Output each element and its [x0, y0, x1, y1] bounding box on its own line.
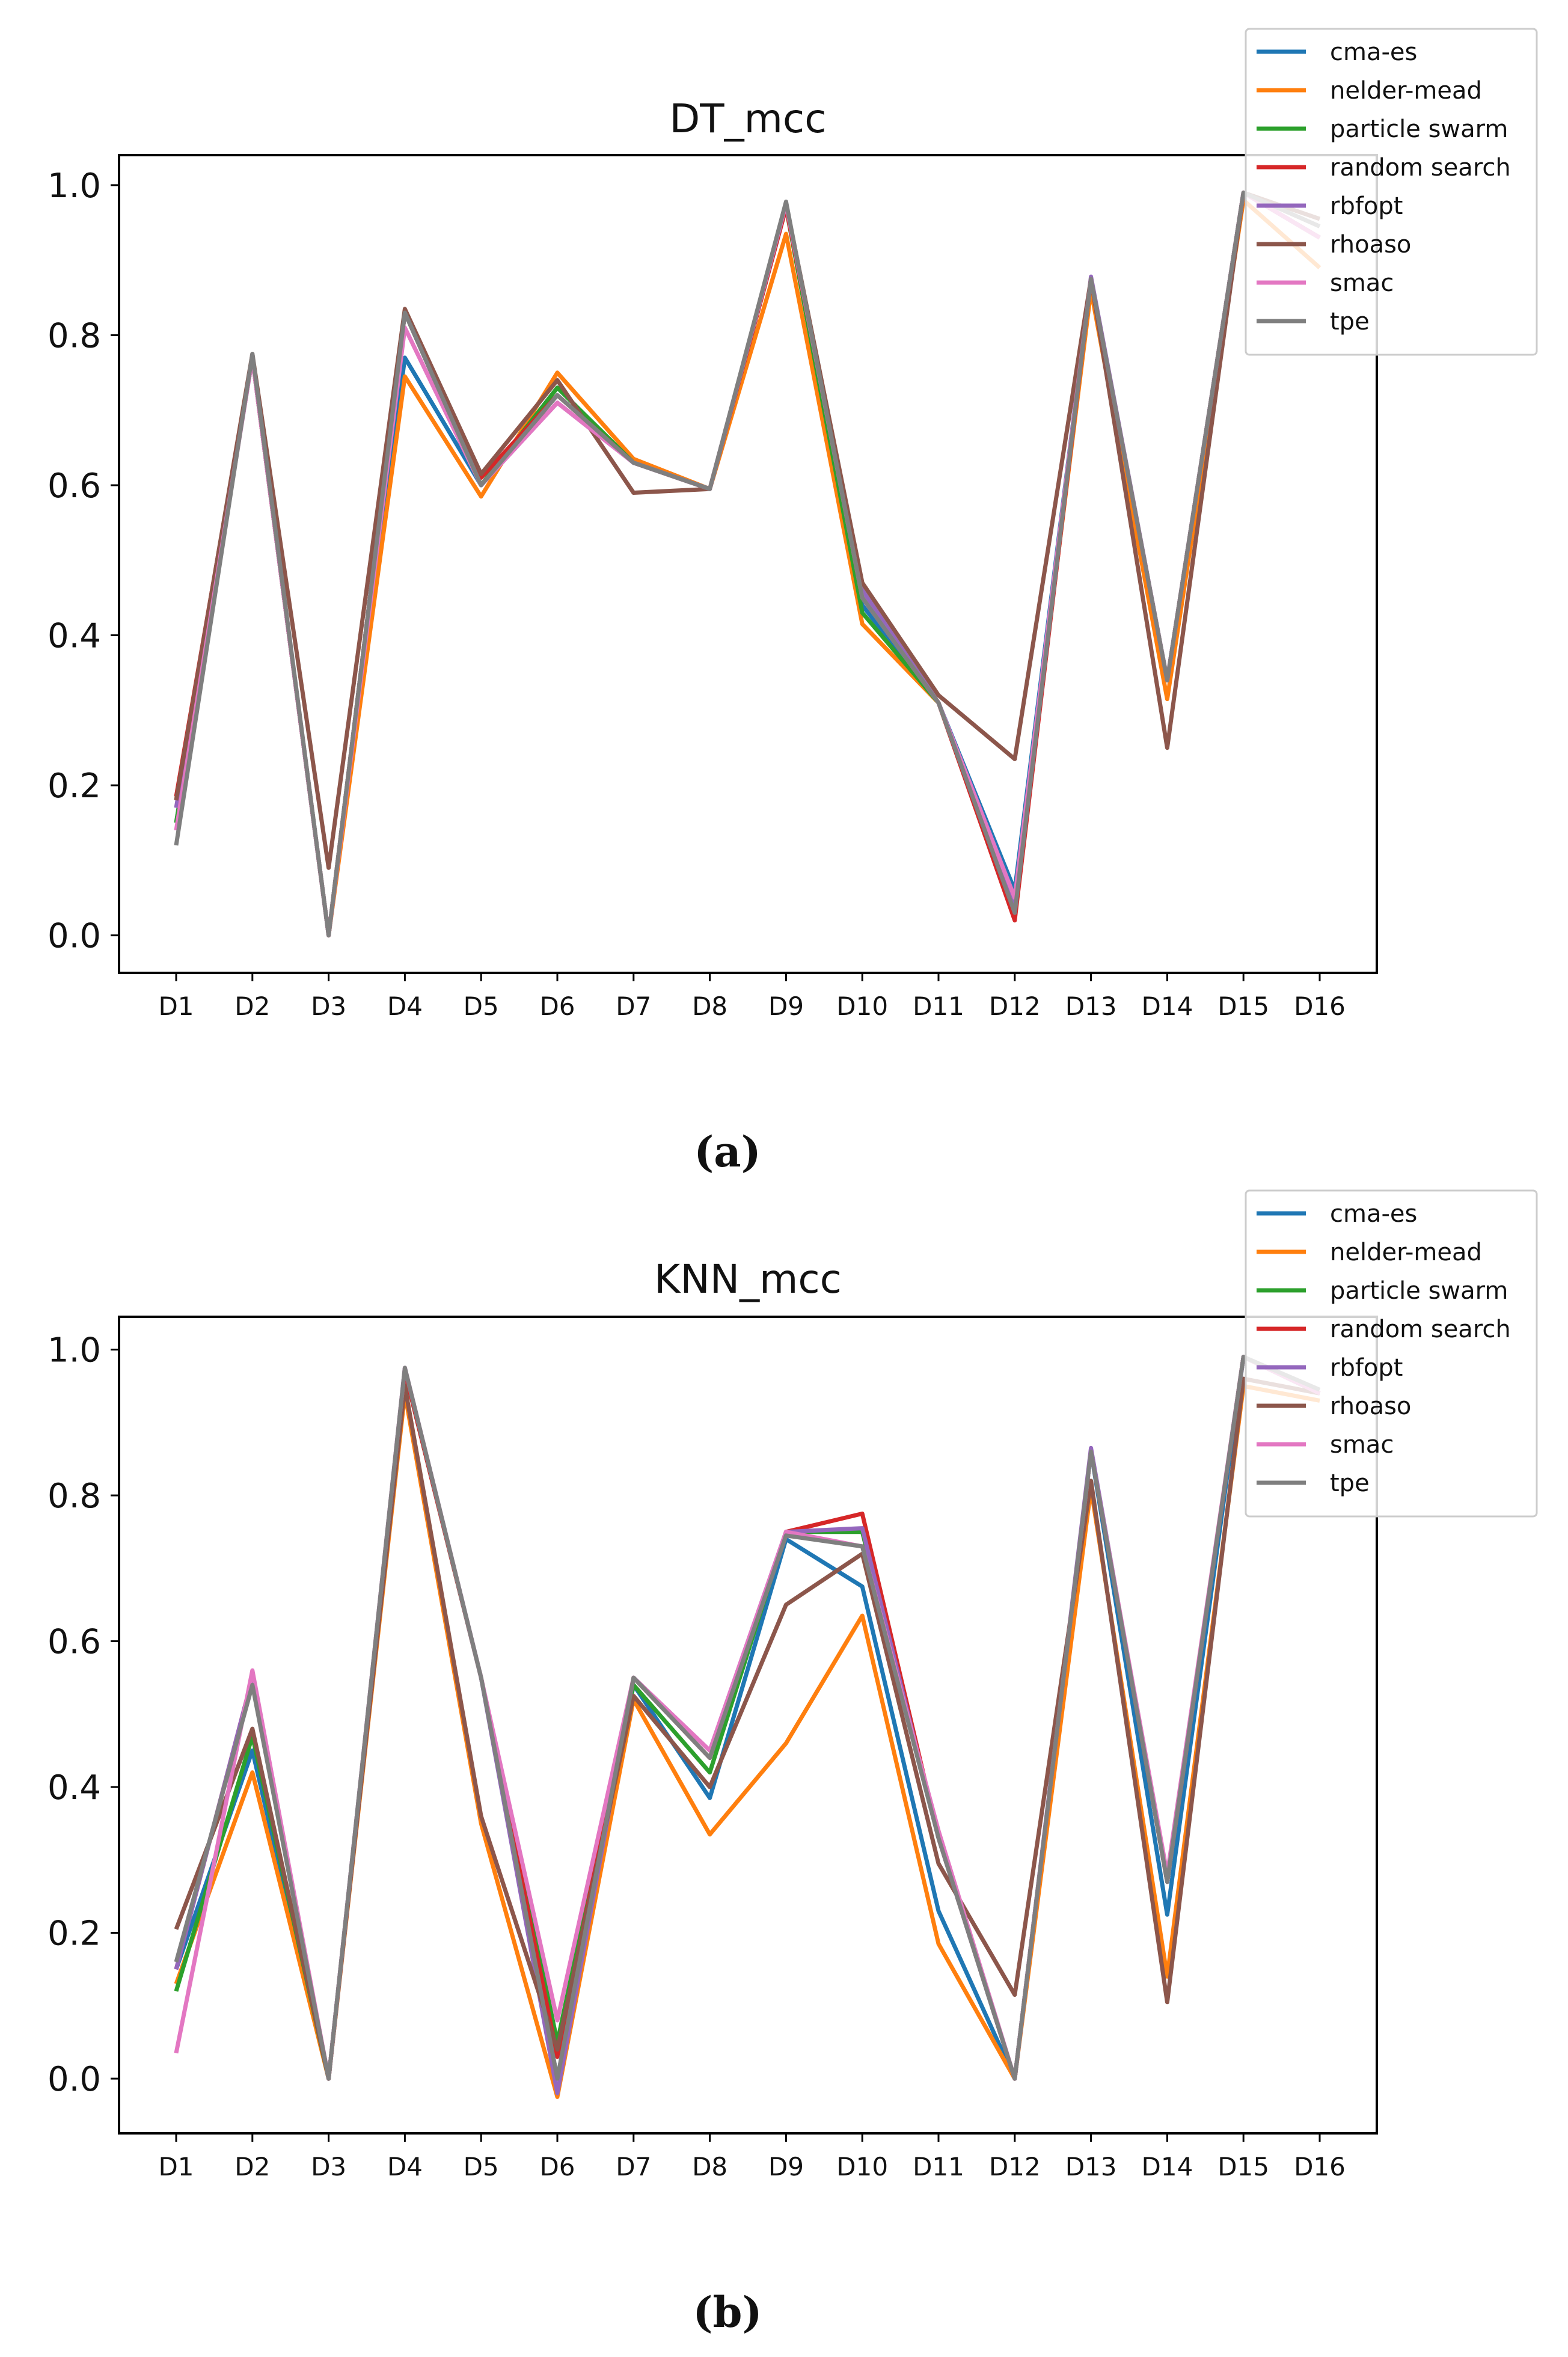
series-lines: [174, 1355, 1321, 2099]
y-tick-label: 0.4: [47, 1768, 101, 1807]
x-tick-label: D4: [387, 2152, 423, 2181]
x-tick-label: D11: [913, 2152, 964, 2181]
series-line-rbfopt: [174, 190, 1321, 938]
x-tick-label: D7: [616, 2152, 651, 2181]
x-tick-label: D6: [539, 2152, 575, 2181]
plot-frame: [118, 154, 1378, 974]
legend-box: [1245, 1189, 1538, 1518]
x-tick-label: D8: [692, 2152, 727, 2181]
series-line-tpe: [174, 1355, 1321, 2081]
legend: cma-es nelder-mead particle swarm random se…: [1245, 1189, 1538, 1518]
y-tick-label: 1.0: [47, 167, 101, 206]
x-tick-label: D5: [464, 2152, 499, 2181]
x-tick-label: D2: [234, 2152, 270, 2181]
series-line-tpe: [174, 190, 1321, 938]
series-line-rbfopt: [174, 1355, 1321, 2095]
x-tick-label: D10: [836, 992, 888, 1021]
series-line-particle-swarm: [174, 1355, 1321, 2081]
y-tick-label: 0.6: [47, 467, 101, 506]
x-tick-label: D14: [1142, 992, 1193, 1021]
legend-label: nelder-mead: [1330, 1239, 1482, 1266]
x-tick-label: D9: [768, 2152, 804, 2181]
legend-label: smac: [1330, 269, 1394, 297]
legend-label: particle swarm: [1330, 1277, 1508, 1305]
chart-panel-dt-mcc: DT_mcc 0.0 0.2 0.4 0.6 0.8 1.0 D1 D2 D3 D4 D5 D6 D7 D8…: [47, 28, 1538, 1021]
x-tick-label: D13: [1065, 992, 1117, 1021]
legend-label: rhoaso: [1330, 1393, 1411, 1420]
caption-b: (b): [693, 2287, 762, 2337]
series-line-particle-swarm: [174, 190, 1321, 938]
series-line-nelder-mead: [174, 198, 1321, 938]
y-tick-label: 0.8: [47, 316, 101, 355]
series-line-smac: [174, 1355, 1321, 2081]
series-line-nelder-mead: [174, 1384, 1320, 2099]
series-line-cma-es: [174, 190, 1321, 938]
series-line-random-search: [174, 190, 1321, 938]
y-tick-label: 0.2: [47, 1914, 101, 1954]
caption-a: (a): [694, 1127, 761, 1177]
series-line-smac: [174, 190, 1321, 938]
legend-label: particle swarm: [1330, 115, 1508, 143]
y-tick-label: 0.0: [47, 2060, 101, 2099]
y-tick-label: 0.4: [47, 617, 101, 656]
x-tick-label: D7: [616, 992, 651, 1021]
legend-label: tpe: [1330, 1470, 1370, 1497]
series-lines: [174, 190, 1321, 938]
x-tick-label: D5: [464, 992, 499, 1021]
legend: cma-es nelder-mead particle swarm random se…: [1245, 28, 1538, 356]
legend-label: rhoaso: [1330, 231, 1411, 259]
x-tick-label: D2: [234, 992, 270, 1021]
x-tick-label: D1: [158, 992, 194, 1021]
series-line-cma-es: [174, 1355, 1321, 2081]
y-tick-label: 0.6: [47, 1623, 101, 1662]
legend-label: tpe: [1330, 308, 1370, 336]
legend-label: cma-es: [1330, 1200, 1417, 1228]
x-tick-label: D11: [913, 992, 964, 1021]
legend-label: cma-es: [1330, 38, 1417, 66]
x-tick-label: D16: [1294, 992, 1346, 1021]
legend-label: rbfopt: [1330, 192, 1403, 220]
legend-label: rbfopt: [1330, 1354, 1403, 1382]
x-tick-label: D6: [539, 992, 575, 1021]
y-tick-label: 0.8: [47, 1477, 101, 1516]
legend-label: random search: [1330, 1316, 1511, 1343]
y-tick-label: 0.0: [47, 917, 101, 956]
plot-frame: [118, 1316, 1378, 2135]
series-line-rhoaso: [174, 1376, 1320, 2081]
x-tick-label: D3: [311, 2152, 346, 2181]
x-tick-label: D13: [1065, 2152, 1117, 2181]
series-line-random-search: [174, 1355, 1321, 2081]
x-tick-label: D12: [989, 992, 1041, 1021]
chart-panel-knn-mcc: KNN_mcc 0.0 0.2 0.4 0.6 0.8 1.0 D1 D2 D3 D4 D5 D6 D7 D…: [47, 1189, 1538, 2181]
x-tick-label: D16: [1294, 2152, 1346, 2181]
legend-label: random search: [1330, 154, 1511, 182]
y-tick-label: 0.2: [47, 767, 101, 806]
x-tick-label: D14: [1142, 2152, 1193, 2181]
x-tick-label: D15: [1217, 992, 1269, 1021]
x-tick-label: D9: [768, 992, 804, 1021]
x-tick-label: D12: [989, 2152, 1041, 2181]
x-tick-label: D1: [158, 2152, 194, 2181]
chart-title: KNN_mcc: [654, 1256, 842, 1302]
legend-label: nelder-mead: [1330, 77, 1482, 105]
y-tick-label: 1.0: [47, 1331, 101, 1370]
chart-title: DT_mcc: [669, 96, 826, 142]
x-tick-label: D3: [311, 992, 346, 1021]
x-tick-label: D10: [836, 2152, 888, 2181]
x-tick-label: D15: [1217, 2152, 1269, 2181]
legend-box: [1245, 28, 1538, 356]
x-tick-label: D4: [387, 992, 423, 1021]
x-tick-label: D8: [692, 992, 727, 1021]
legend-label: smac: [1330, 1431, 1394, 1459]
